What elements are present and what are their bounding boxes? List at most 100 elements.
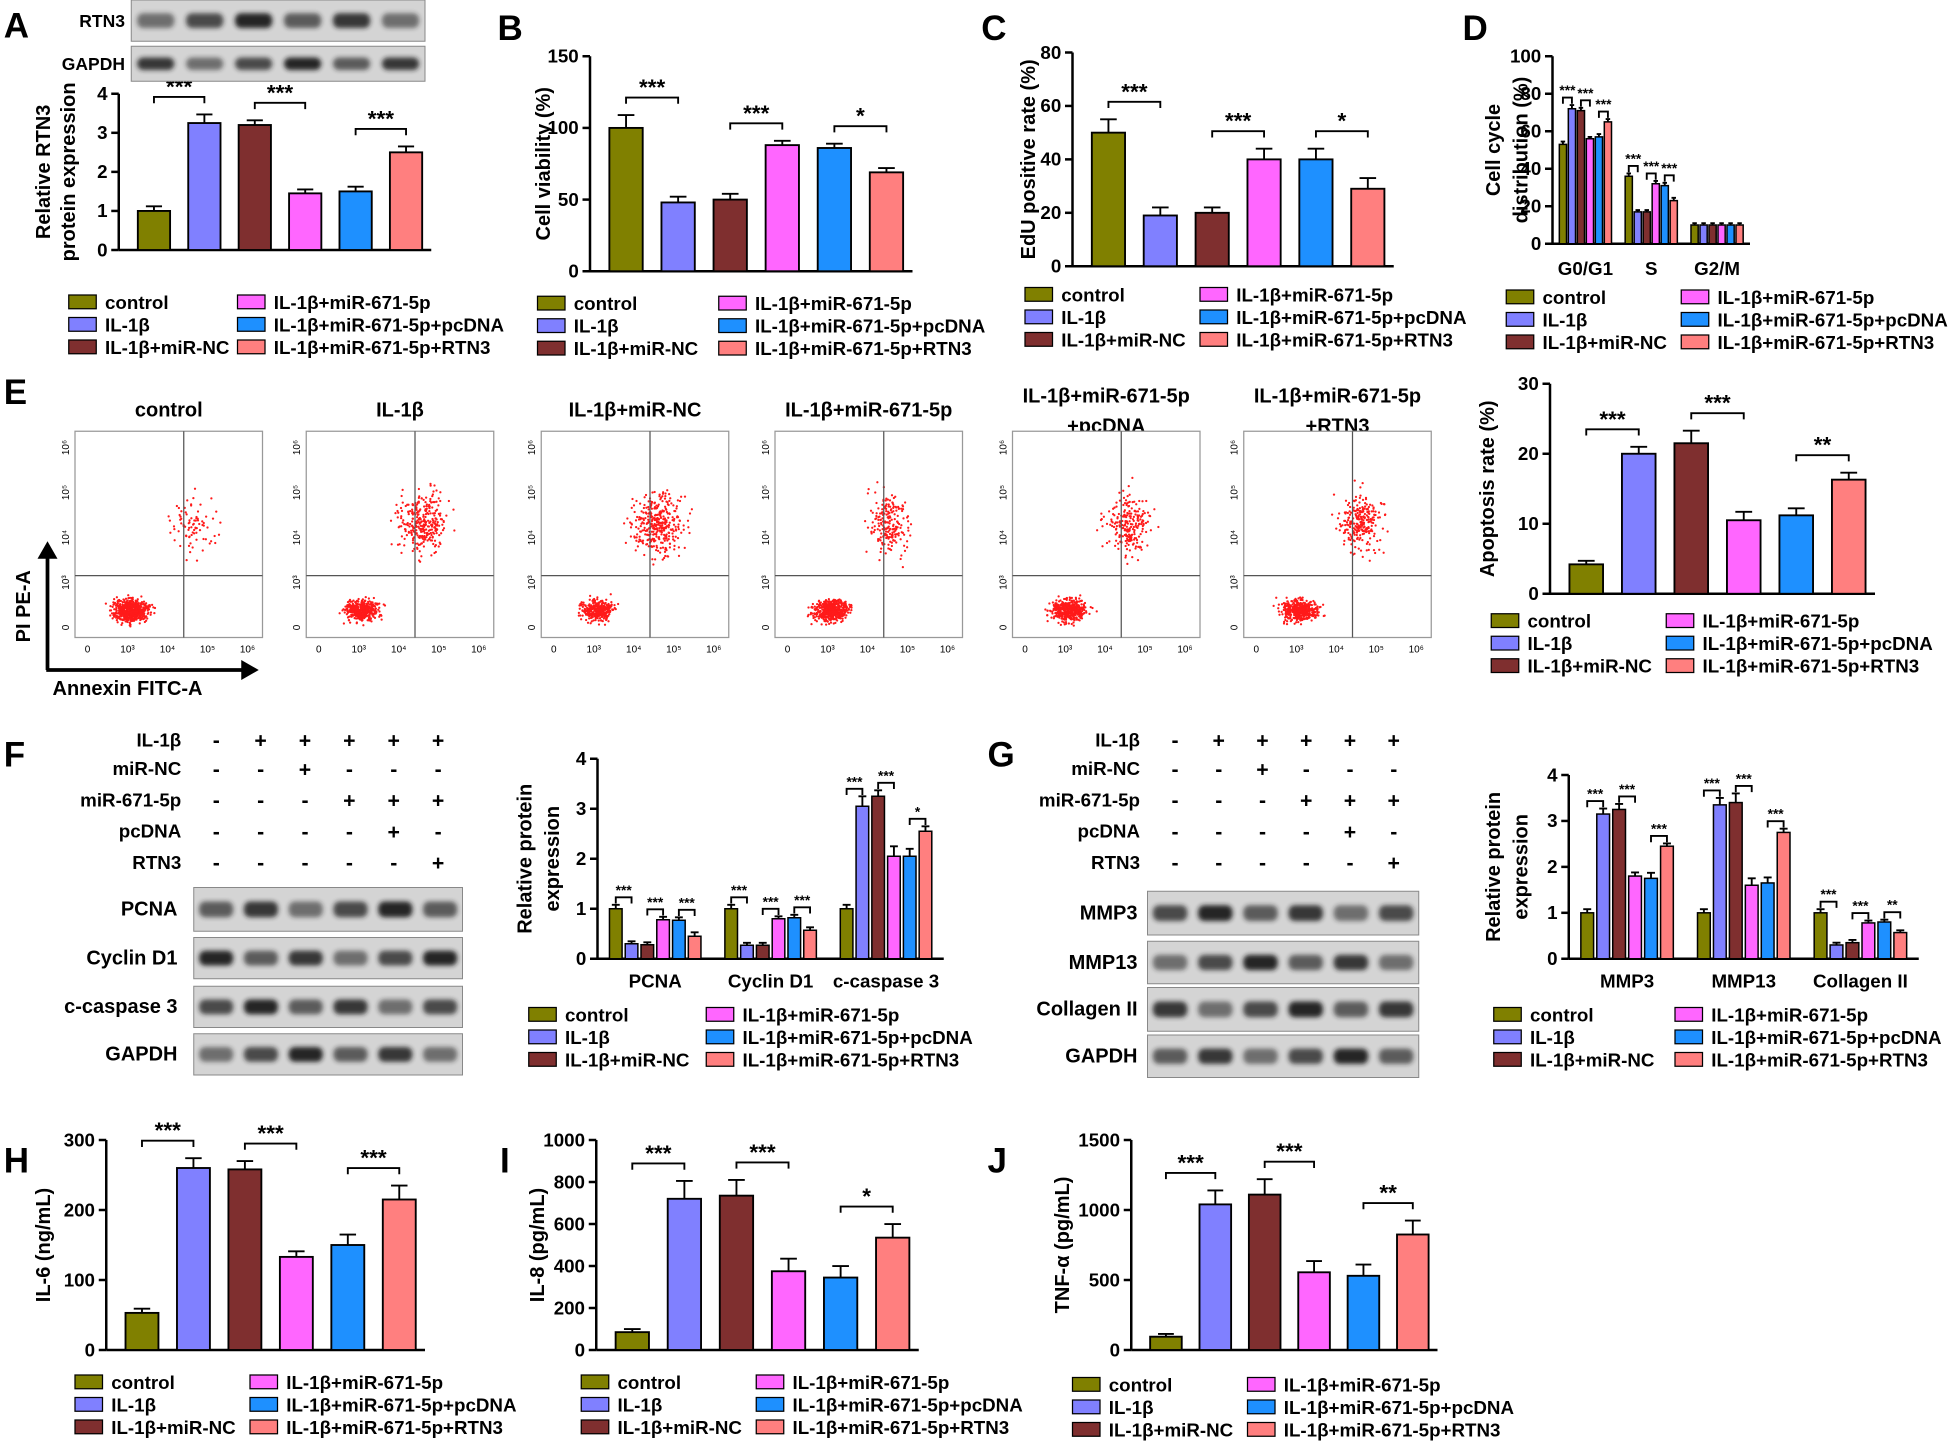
flow-event <box>835 618 838 621</box>
error-bar <box>826 142 843 148</box>
flow-event <box>658 538 661 541</box>
flow-event <box>186 499 189 502</box>
flow-event <box>895 528 898 531</box>
flow-event <box>902 533 906 536</box>
flow-event <box>875 514 878 518</box>
bar <box>1877 921 1892 960</box>
blot-band <box>186 57 224 71</box>
flow-event <box>829 611 832 614</box>
flow-event <box>407 530 410 533</box>
flow-event <box>433 532 436 535</box>
flow-event <box>639 518 642 521</box>
flow-event <box>1305 609 1308 612</box>
flow-event <box>577 611 580 614</box>
flow-event <box>1301 618 1304 621</box>
flow-event <box>1312 599 1315 603</box>
flow-event <box>663 497 667 500</box>
bar <box>1735 224 1744 245</box>
flow-event <box>133 607 136 610</box>
flow-event <box>453 529 456 532</box>
blot-band <box>381 13 420 29</box>
flow-event <box>123 601 126 604</box>
y-tick-label: 800 <box>554 1171 585 1192</box>
flow-event <box>657 513 660 516</box>
flow-event <box>397 511 400 514</box>
flow-event <box>601 602 604 605</box>
flow-event <box>830 617 833 620</box>
flow-event <box>417 487 420 491</box>
flow-event <box>901 504 904 507</box>
significance-label: *** <box>1559 83 1576 98</box>
flow-event <box>1347 516 1350 519</box>
error-bar <box>397 145 415 153</box>
flow-event <box>601 614 604 617</box>
bar <box>1776 831 1791 960</box>
flow-event <box>420 497 423 500</box>
flow-event <box>901 508 905 511</box>
significance-label: *** <box>616 883 633 898</box>
flow-event <box>142 618 145 621</box>
flow-event <box>579 614 582 617</box>
flow-event <box>1374 510 1377 513</box>
blot-row-label: PCNA <box>121 899 178 921</box>
flow-event <box>1373 532 1376 535</box>
flow-event <box>119 618 122 621</box>
flow-event <box>1128 515 1131 518</box>
flow-event <box>424 510 427 513</box>
y-tick-label: 1 <box>97 200 107 221</box>
flow-event <box>365 607 368 610</box>
flow-event <box>1125 525 1128 528</box>
error-bar <box>1596 133 1602 137</box>
flow-event <box>664 554 667 558</box>
flow-event <box>115 614 118 618</box>
flow-event <box>594 601 597 604</box>
bar <box>1194 211 1230 268</box>
flow-event <box>890 511 894 514</box>
flow-event <box>193 487 197 490</box>
flow-event <box>417 496 420 499</box>
flow-event <box>647 505 650 509</box>
legend-label: IL-1β+miR-671-5p <box>1236 284 1393 305</box>
error-bar <box>674 916 683 921</box>
flow-event <box>832 608 835 611</box>
flow-event <box>829 602 832 605</box>
flow-event <box>420 542 423 545</box>
flow-event <box>677 523 680 526</box>
panel-label: F <box>4 735 25 774</box>
flow-event <box>1059 623 1062 626</box>
flow-event <box>1123 529 1126 532</box>
treatment-sign: + <box>1256 729 1268 753</box>
flow-event <box>839 611 843 614</box>
flow-event <box>1133 538 1136 541</box>
flow-event <box>1358 501 1361 504</box>
flow-event <box>872 531 875 534</box>
flow-event <box>1099 518 1103 522</box>
flow-event <box>441 529 445 532</box>
flow-event <box>1046 614 1049 617</box>
flow-event <box>639 530 643 533</box>
flow-event <box>667 523 670 527</box>
flow-event <box>643 553 646 557</box>
flow-event <box>1360 515 1363 519</box>
flow-event <box>1307 605 1310 608</box>
blot-membrane <box>130 0 426 42</box>
flow-event <box>422 528 425 532</box>
blot-band <box>1288 1048 1323 1064</box>
flow-event <box>677 546 680 549</box>
flow-event <box>1379 539 1382 542</box>
flow-event <box>433 522 436 525</box>
legend-label: IL-1β+miR-671-5p+RTN3 <box>1284 1419 1501 1440</box>
blot-band <box>423 950 458 966</box>
flow-event <box>1284 609 1287 612</box>
flow-event <box>1304 610 1307 613</box>
flow-event <box>888 522 891 525</box>
flow-event <box>357 613 360 617</box>
flow-event <box>686 519 690 522</box>
bar <box>288 192 323 251</box>
flow-event <box>365 602 368 606</box>
error-bar <box>676 1180 693 1199</box>
flow-event <box>138 614 141 617</box>
flow-event <box>184 511 187 514</box>
flow-event <box>369 617 372 620</box>
flow-event <box>365 610 368 613</box>
